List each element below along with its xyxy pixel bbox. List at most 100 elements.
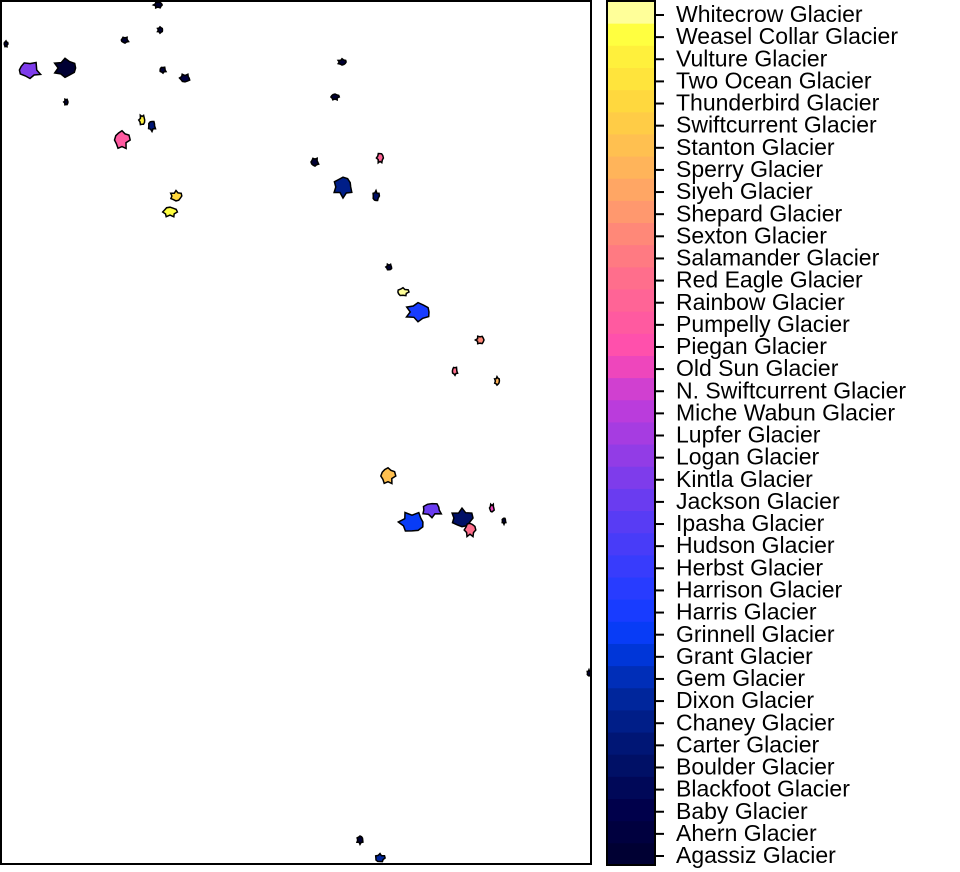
legend-swatch — [607, 266, 655, 290]
glacier — [3, 39, 9, 48]
glacier — [120, 36, 130, 44]
legend-swatch — [607, 754, 655, 777]
legend-swatch — [607, 820, 655, 844]
legend-swatch — [607, 466, 655, 489]
glacier — [501, 517, 507, 527]
glacier — [374, 852, 386, 863]
legend-swatch — [607, 289, 655, 312]
legend-label: N. Swiftcurrent Glacier — [676, 377, 906, 403]
glacier — [463, 522, 477, 539]
legend-swatch — [607, 89, 655, 113]
glacier — [384, 262, 393, 271]
legend-swatch — [607, 621, 655, 644]
legend-label: Harrison Glacier — [676, 576, 842, 602]
legend-swatch — [607, 355, 655, 379]
legend-swatch — [607, 1, 655, 24]
legend-swatch — [607, 599, 655, 622]
glacier — [336, 57, 347, 66]
legend-swatch — [607, 776, 655, 800]
legend-swatch — [607, 333, 655, 356]
legend-swatch — [607, 554, 655, 578]
legend-label: Jackson Glacier — [676, 488, 840, 514]
legend-label: Shepard Glacier — [676, 200, 843, 226]
legend-swatch — [607, 133, 655, 157]
glacier — [372, 188, 381, 202]
legend-label: Grinnell Glacier — [676, 621, 835, 647]
legend-label: Logan Glacier — [676, 444, 820, 470]
legend-label: Dixon Glacier — [676, 687, 814, 713]
legend-swatch — [607, 510, 655, 534]
legend-swatch — [607, 687, 655, 711]
glacier — [329, 93, 341, 102]
legend-label: Boulder Glacier — [676, 754, 835, 780]
legend-swatch — [607, 111, 655, 135]
legend-swatch — [607, 532, 655, 556]
legend-swatch — [607, 399, 655, 423]
glacier — [178, 73, 191, 83]
legend-swatch — [607, 709, 655, 733]
map-frame — [0, 0, 592, 865]
glacier — [159, 66, 168, 75]
legend-label: Gem Glacier — [676, 665, 805, 691]
legend-label: Two Ocean Glacier — [676, 67, 872, 93]
glacier — [156, 25, 164, 35]
legend-label: Swiftcurrent Glacier — [676, 112, 877, 138]
legend-swatch — [607, 444, 655, 467]
legend-swatch — [607, 665, 655, 689]
legend-swatch — [607, 377, 655, 401]
legend-swatch — [607, 732, 655, 755]
legend-swatch — [607, 23, 655, 46]
glacier — [113, 129, 132, 150]
glacier — [375, 152, 385, 165]
glacier — [379, 466, 397, 485]
legend-label: Harris Glacier — [676, 599, 817, 625]
glacier — [355, 835, 364, 847]
legend-label: Kintla Glacier — [676, 466, 813, 492]
legend-swatch — [607, 421, 655, 445]
legend-label: Old Sun Glacier — [676, 355, 839, 381]
legend-label: Siyeh Glacier — [676, 178, 813, 204]
glacier — [151, 1, 164, 9]
legend-swatch — [607, 244, 655, 268]
legend-swatch — [607, 222, 655, 246]
legend-label: Stanton Glacier — [676, 134, 835, 160]
glacier — [422, 502, 443, 519]
glacier-layer — [3, 1, 591, 863]
glacier — [53, 57, 77, 79]
legend-swatch — [607, 311, 655, 334]
glacier — [147, 120, 157, 134]
legend-label: Weasel Collar Glacier — [676, 23, 898, 49]
legend-swatch — [607, 178, 655, 201]
glacier — [169, 189, 183, 202]
legend-swatch — [607, 643, 655, 667]
glacier — [405, 301, 430, 323]
legend-swatch — [607, 577, 655, 600]
legend-label: Ahern Glacier — [676, 820, 817, 846]
legend-label: Piegan Glacier — [676, 333, 827, 359]
legend-label: Red Eagle Glacier — [676, 267, 863, 293]
legend-label: Whitecrow Glacier — [676, 1, 863, 27]
legend-label: Vulture Glacier — [676, 45, 828, 71]
glacier — [451, 366, 459, 377]
glacier — [396, 511, 424, 532]
legend-label: Salamander Glacier — [676, 245, 880, 271]
legend-swatch — [607, 45, 655, 68]
legend-label: Ipasha Glacier — [676, 510, 825, 536]
legend-swatch — [607, 798, 655, 822]
glacier — [137, 113, 146, 126]
legend-label: Miche Wabun Glacier — [676, 399, 895, 425]
legend-swatch — [607, 200, 655, 224]
glacier — [333, 176, 353, 200]
glacier — [18, 61, 43, 80]
legend-label: Chaney Glacier — [676, 709, 835, 735]
legend-label: Carter Glacier — [676, 731, 819, 757]
glacier — [310, 157, 320, 167]
glacier — [397, 286, 410, 297]
legend-label: Rainbow Glacier — [676, 289, 845, 315]
legend-label: Grant Glacier — [676, 643, 813, 669]
glacier — [473, 335, 485, 345]
legend-box — [606, 0, 656, 866]
legend-label: Blackfoot Glacier — [676, 776, 850, 802]
